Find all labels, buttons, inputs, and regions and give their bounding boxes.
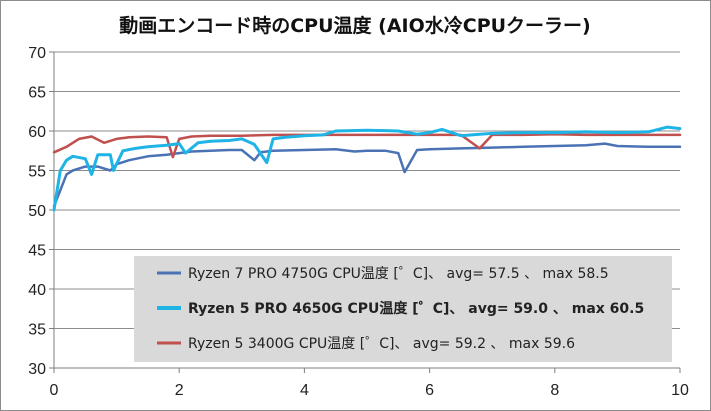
legend-box	[134, 256, 672, 362]
y-tick-label: 70	[28, 45, 46, 62]
x-tick-label: 2	[175, 382, 184, 399]
legend: Ryzen 7 PRO 4750G CPU温度 [゜C]、 avg= 57.5 …	[134, 256, 672, 362]
x-tick-label: 4	[300, 382, 309, 399]
axes: 30 35 40 45 50 55 60 65 70 0 2 4 6 8 10	[28, 45, 689, 399]
y-tick-label: 30	[28, 361, 46, 378]
y-tick-label: 35	[28, 322, 46, 339]
y-tick-label: 40	[28, 282, 46, 299]
x-tick-label: 6	[425, 382, 434, 399]
legend-label-2: Ryzen 5 3400G CPU温度 [゜C]、 avg= 59.2 、 ma…	[188, 336, 575, 352]
y-tick-label: 50	[28, 203, 46, 220]
series-line-0	[52, 142, 682, 208]
y-tick-label: 65	[28, 85, 46, 102]
y-tick-label: 55	[28, 164, 46, 181]
y-tick-label: 60	[28, 124, 46, 141]
x-tick-label: 8	[550, 382, 559, 399]
x-tick-label: 10	[671, 382, 689, 399]
y-tick-label: 45	[28, 243, 46, 260]
series-lines	[52, 125, 682, 212]
series-line-1	[52, 125, 682, 212]
legend-label-1: Ryzen 5 PRO 4650G CPU温度 [゜C]、 avg= 59.0 …	[188, 300, 644, 317]
legend-label-0: Ryzen 7 PRO 4750G CPU温度 [゜C]、 avg= 57.5 …	[188, 266, 609, 282]
series-line-2	[52, 132, 682, 159]
chart-title: 動画エンコード時のCPU温度 (AIO水冷CPUクーラー)	[119, 14, 591, 37]
x-tick-label: 0	[50, 382, 59, 399]
